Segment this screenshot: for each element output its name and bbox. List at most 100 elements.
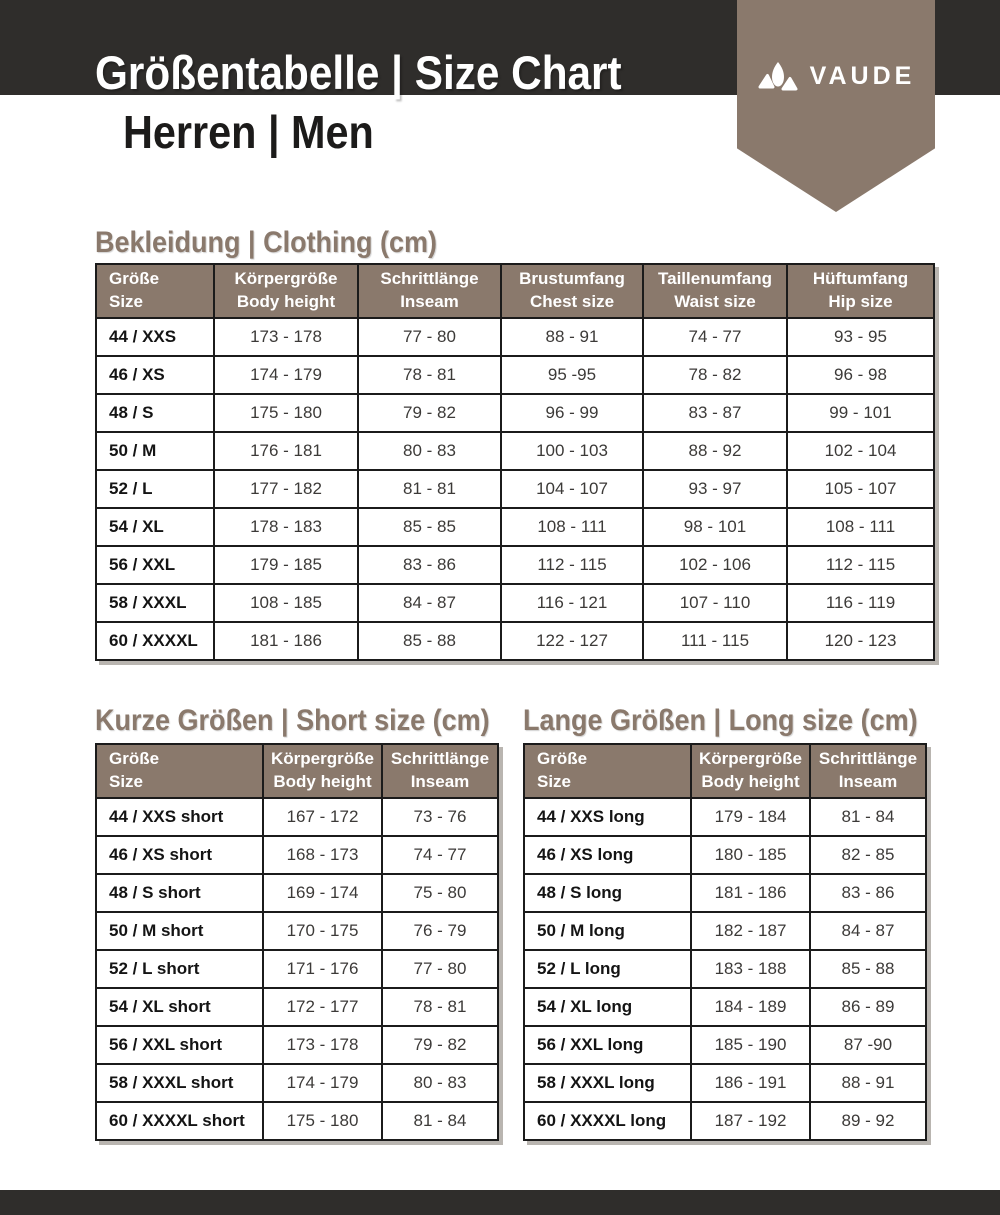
value-cell: 73 - 76 [381,797,499,837]
value-cell: 116 - 121 [500,583,644,623]
value-cell: 84 - 87 [809,911,927,951]
value-cell: 79 - 82 [357,393,502,433]
size-cell: 56 / XXL [95,545,215,585]
size-cell: 50 / M long [523,911,692,951]
value-cell: 83 - 86 [357,545,502,585]
value-cell: 108 - 185 [213,583,359,623]
value-cell: 107 - 110 [642,583,788,623]
footer-bar [0,1190,1000,1215]
short-section-title: Kurze Größen | Short size (cm) [95,704,490,737]
value-cell: 81 - 84 [381,1101,499,1141]
table-row: 60 / XXXXL long 187 - 192 89 - 92 [523,1101,927,1141]
size-cell: 44 / XXS short [95,797,264,837]
size-cell: 58 / XXXL short [95,1063,264,1103]
size-cell: 50 / M short [95,911,264,951]
table-row: 50 / M short 170 - 175 76 - 79 [95,911,499,951]
size-cell: 56 / XXL short [95,1025,264,1065]
page-title-text: Größentabelle | Size Chart [95,46,622,99]
value-cell: 93 - 97 [642,469,788,509]
value-cell: 87 -90 [809,1025,927,1065]
value-cell: 82 - 85 [809,835,927,875]
value-cell: 86 - 89 [809,987,927,1027]
value-cell: 174 - 179 [262,1063,383,1103]
long-section-title: Lange Größen | Long size (cm) [523,704,918,737]
table-row: 58 / XXXL long 186 - 191 88 - 91 [523,1063,927,1103]
brand-logo: VAUDE [737,60,935,92]
value-cell: 182 - 187 [690,911,811,951]
value-cell: 171 - 176 [262,949,383,989]
table-row: 56 / XXL 179 - 185 83 - 86 112 - 115 102 - 1… [95,545,935,585]
table-row: 54 / XL long 184 - 189 86 - 89 [523,987,927,1027]
value-cell: 181 - 186 [213,621,359,661]
value-cell: 78 - 82 [642,355,788,395]
value-cell: 88 - 92 [642,431,788,471]
value-cell: 85 - 88 [809,949,927,989]
value-cell: 78 - 81 [381,987,499,1027]
value-cell: 77 - 80 [381,949,499,989]
value-cell: 83 - 87 [642,393,788,433]
size-cell: 46 / XS long [523,835,692,875]
table-row: 44 / XXS short 167 - 172 73 - 76 [95,797,499,837]
size-cell: 52 / L long [523,949,692,989]
value-cell: 167 - 172 [262,797,383,837]
header-row: Größe Size Körpergröße Body height Schrittlä… [95,743,499,799]
value-cell: 96 - 99 [500,393,644,433]
header-row: Größe Size Körpergröße Body height Schrittlä… [523,743,927,799]
table-row: 46 / XS 174 - 179 78 - 81 95 -95 78 - 82 96 -… [95,355,935,395]
size-cell: 44 / XXS [95,317,215,357]
table-row: 58 / XXXL short 174 - 179 80 - 83 [95,1063,499,1103]
value-cell: 179 - 184 [690,797,811,837]
value-cell: 102 - 106 [642,545,788,585]
value-cell: 112 - 115 [500,545,644,585]
short-size-table: Größe Size Körpergröße Body height Schrittlä… [95,743,499,1141]
value-cell: 81 - 81 [357,469,502,509]
column-header: Größe Size [95,743,264,799]
size-cell: 52 / L [95,469,215,509]
vaude-logo-icon [758,62,798,91]
value-cell: 120 - 123 [786,621,935,661]
column-header: Größe Size [95,263,215,319]
page-subtitle: Herren | Men [123,109,402,155]
value-cell: 186 - 191 [690,1063,811,1103]
table-row: 58 / XXXL 108 - 185 84 - 87 116 - 121 107 - … [95,583,935,623]
value-cell: 183 - 188 [690,949,811,989]
clothing-section-title: Bekleidung | Clothing (cm) [95,226,438,259]
value-cell: 81 - 84 [809,797,927,837]
header-row: Größe Size Körpergröße Body height Schrittlä… [95,263,935,319]
column-header: Körpergröße Body height [262,743,383,799]
table-row: 56 / XXL long 185 - 190 87 -90 [523,1025,927,1065]
value-cell: 184 - 189 [690,987,811,1027]
value-cell: 169 - 174 [262,873,383,913]
brand-wordmark: VAUDE [809,61,916,90]
table-row: 50 / M 176 - 181 80 - 83 100 - 103 88 - 92 10… [95,431,935,471]
table-row: 60 / XXXXL short 175 - 180 81 - 84 [95,1101,499,1141]
value-cell: 88 - 91 [500,317,644,357]
column-header: Taillenumfang Waist size [642,263,788,319]
value-cell: 89 - 92 [809,1101,927,1141]
value-cell: 172 - 177 [262,987,383,1027]
value-cell: 179 - 185 [213,545,359,585]
value-cell: 77 - 80 [357,317,502,357]
size-cell: 46 / XS [95,355,215,395]
value-cell: 108 - 111 [500,507,644,547]
value-cell: 98 - 101 [642,507,788,547]
value-cell: 116 - 119 [786,583,935,623]
value-cell: 108 - 111 [786,507,935,547]
table-row: 46 / XS short 168 - 173 74 - 77 [95,835,499,875]
table-row: 48 / S 175 - 180 79 - 82 96 - 99 83 - 87 99 -… [95,393,935,433]
value-cell: 174 - 179 [213,355,359,395]
size-cell: 58 / XXXL [95,583,215,623]
size-cell: 48 / S long [523,873,692,913]
value-cell: 74 - 77 [642,317,788,357]
column-header: Brustumfang Chest size [500,263,644,319]
value-cell: 83 - 86 [809,873,927,913]
value-cell: 93 - 95 [786,317,935,357]
size-cell: 52 / L short [95,949,264,989]
value-cell: 80 - 83 [357,431,502,471]
value-cell: 177 - 182 [213,469,359,509]
value-cell: 170 - 175 [262,911,383,951]
column-header: Schrittlänge Inseam [381,743,499,799]
value-cell: 187 - 192 [690,1101,811,1141]
size-cell: 46 / XS short [95,835,264,875]
table-row: 60 / XXXXL 181 - 186 85 - 88 122 - 127 111 -… [95,621,935,661]
